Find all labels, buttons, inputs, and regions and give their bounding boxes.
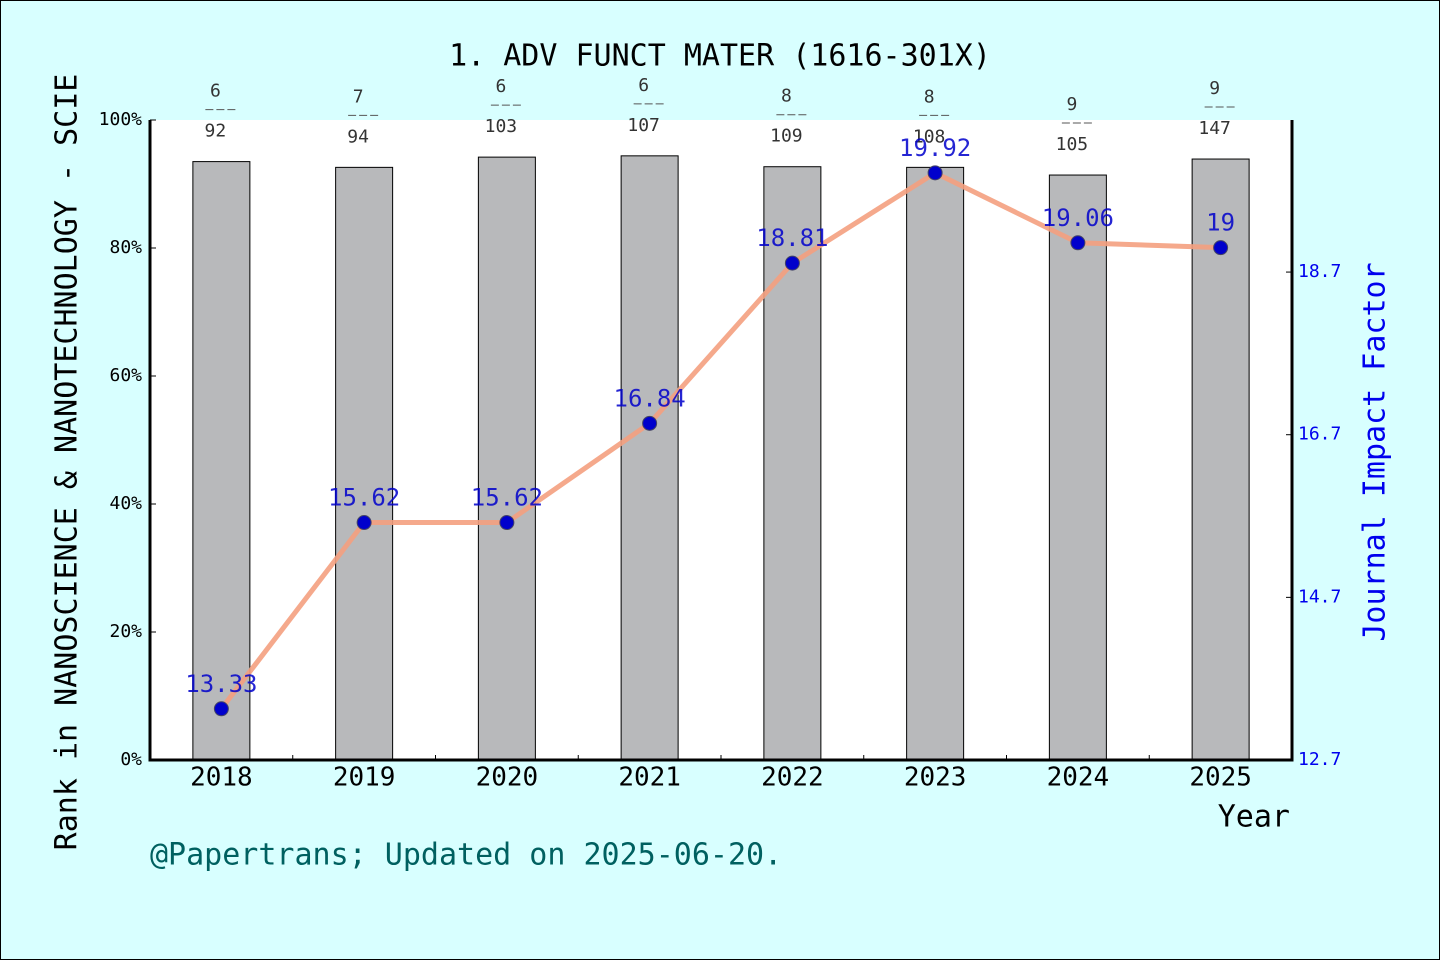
x-tick-label: 2019 bbox=[333, 763, 396, 793]
rank-label: 7 bbox=[353, 86, 364, 107]
value-label: 13.33 bbox=[185, 670, 257, 698]
marker bbox=[784, 255, 800, 271]
x-tick-label: 2020 bbox=[476, 763, 539, 793]
y2-tick-label: 16.7 bbox=[1298, 424, 1341, 445]
y2-axis-label: Journal Impact Factor bbox=[1358, 262, 1393, 641]
y-tick-label: 0% bbox=[120, 749, 142, 770]
x-tick-label: 2021 bbox=[618, 763, 681, 793]
rank-label: 9 bbox=[1066, 94, 1077, 115]
rank-label: 6 bbox=[210, 81, 221, 102]
bar bbox=[192, 161, 251, 761]
value-label: 15.62 bbox=[471, 484, 543, 512]
total-label: 147 bbox=[1198, 118, 1231, 139]
bar bbox=[1048, 174, 1107, 761]
total-label: 103 bbox=[485, 116, 518, 137]
chart-title: 1. ADV FUNCT MATER (1616-301X) bbox=[449, 39, 991, 74]
y-tick-label: 20% bbox=[109, 621, 142, 642]
total-label: 94 bbox=[347, 126, 369, 147]
marker bbox=[642, 415, 658, 431]
value-label: 19.92 bbox=[899, 134, 971, 162]
value-label: 15.62 bbox=[328, 484, 400, 512]
bar bbox=[1191, 158, 1250, 761]
y-tick-label: 80% bbox=[109, 237, 142, 258]
y2-tick-label: 14.7 bbox=[1298, 586, 1341, 607]
x-tick-label: 2022 bbox=[761, 763, 824, 793]
marker bbox=[1213, 240, 1229, 256]
plot-area bbox=[150, 120, 1292, 760]
y2-tick-label: 12.7 bbox=[1298, 749, 1341, 770]
marker bbox=[1070, 235, 1086, 251]
rank-label: 6 bbox=[638, 75, 649, 96]
x-tick-label: 2025 bbox=[1189, 763, 1252, 793]
total-label: 105 bbox=[1056, 134, 1089, 155]
line bbox=[219, 169, 1221, 711]
footer: @Papertrans; Updated on 2025-06-20. bbox=[150, 838, 782, 873]
total-label: 108 bbox=[913, 126, 946, 147]
value-label: 19 bbox=[1206, 209, 1235, 237]
x-tick-label: 2018 bbox=[190, 763, 253, 793]
bar bbox=[906, 166, 965, 761]
rank-label: 9 bbox=[1209, 78, 1220, 99]
x-axis-label: Year bbox=[1218, 800, 1290, 835]
total-label: 92 bbox=[205, 121, 227, 142]
y-tick-label: 40% bbox=[109, 493, 142, 514]
bar bbox=[335, 166, 394, 761]
y2-tick-label: 18.7 bbox=[1298, 261, 1341, 282]
total-label: 109 bbox=[770, 126, 803, 147]
y-axis-label: Rank in NANOSCIENCE & NANOTECHNOLOGY - S… bbox=[50, 74, 85, 851]
value-label: 19.06 bbox=[1042, 204, 1114, 232]
marker bbox=[499, 515, 515, 531]
marker bbox=[927, 165, 943, 181]
rank-label: 8 bbox=[781, 86, 792, 107]
rank-label: 8 bbox=[924, 86, 935, 107]
y-tick-label: 60% bbox=[109, 365, 142, 386]
rank-label: 6 bbox=[495, 76, 506, 97]
x-tick-label: 2024 bbox=[1047, 763, 1110, 793]
marker bbox=[213, 701, 229, 717]
value-label: 16.84 bbox=[614, 384, 686, 412]
axes bbox=[148, 120, 1294, 762]
marker bbox=[356, 515, 372, 531]
bar bbox=[477, 156, 536, 761]
value-label: 18.81 bbox=[756, 224, 828, 252]
y-tick-label: 100% bbox=[99, 109, 143, 130]
total-label: 107 bbox=[627, 115, 660, 136]
x-tick-label: 2023 bbox=[904, 763, 967, 793]
bar bbox=[620, 155, 679, 761]
